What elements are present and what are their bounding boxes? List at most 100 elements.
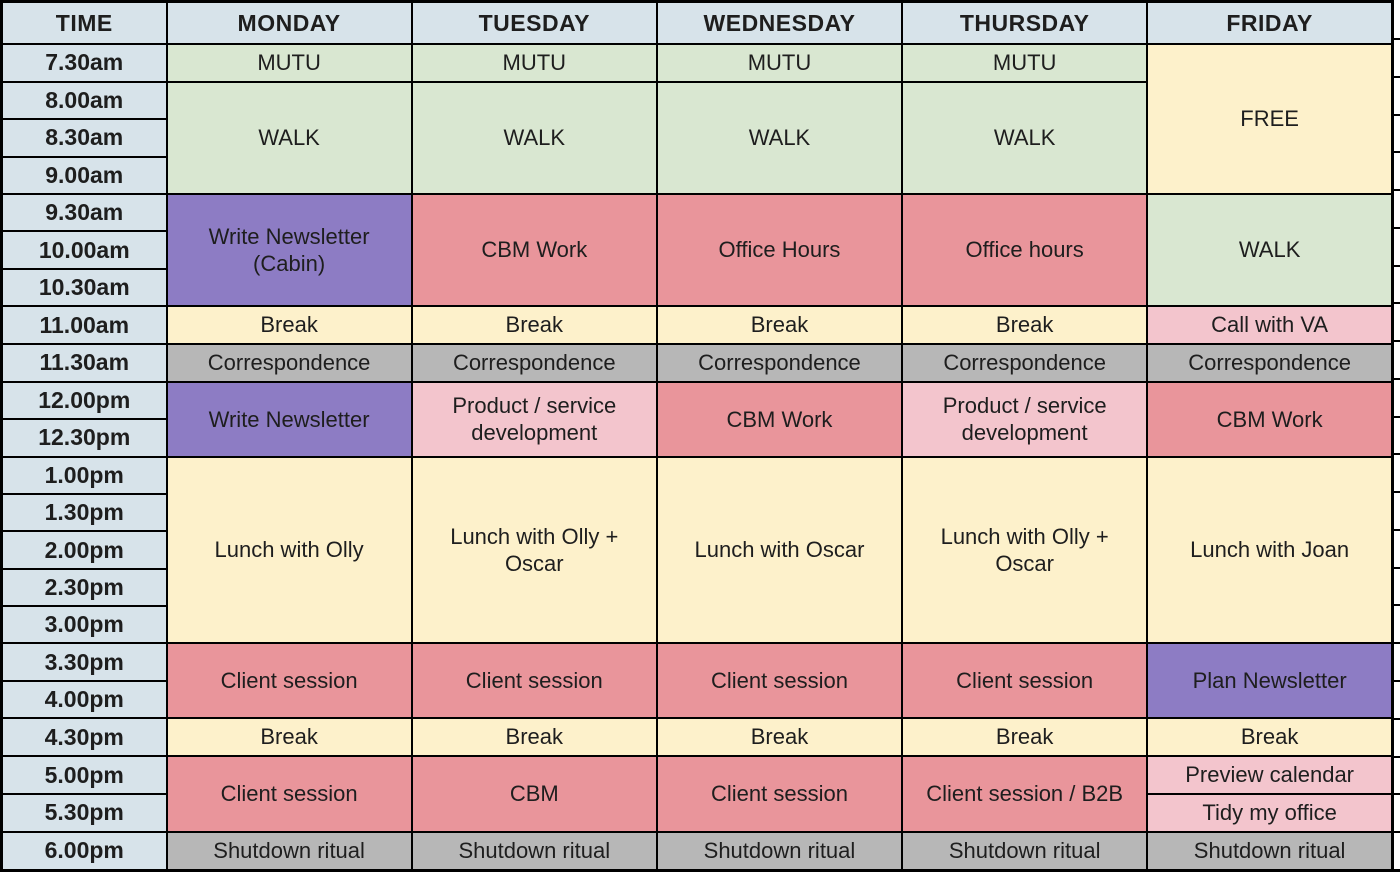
sliver-segment-2.30pm xyxy=(1394,569,1400,607)
cell-monday-11.30am: Correspondence xyxy=(165,343,413,383)
cell-tuesday-6.00pm: Shutdown ritual xyxy=(410,830,658,872)
cell-monday-9.30am: Write Newsletter (Cabin) xyxy=(165,192,413,308)
time-label-9.00am: 9.00am xyxy=(0,155,168,196)
cell-wednesday-11.00am: Break xyxy=(655,305,904,345)
cell-friday-5.00pm: Preview calendar xyxy=(1146,755,1394,795)
cell-tuesday-4.30pm: Break xyxy=(410,717,658,758)
schedule-row-5.00pm: 5.00pm Client session CBM Client session Cli… xyxy=(0,755,1394,833)
sliver-segment-3.00pm xyxy=(1394,606,1400,645)
schedule-row-1.30pm: 1.30pm xyxy=(0,492,1393,533)
schedule-row-12.30pm: 12.30pm xyxy=(0,418,1393,458)
schedule-row-7.30am: 7.30am MUTU MUTU MUTU MUTU FREE xyxy=(0,43,1394,195)
time-label-1.00pm: 1.00pm xyxy=(0,455,168,496)
cell-friday-4.30pm: Break xyxy=(1146,717,1394,758)
sliver-segment-4.30pm xyxy=(1394,720,1400,758)
cutoff-column-sliver xyxy=(1394,0,1400,872)
cell-tuesday-9.30am: CBM Work xyxy=(410,192,658,308)
schedule-row-2.00pm: 2.00pm xyxy=(0,530,1393,570)
cell-monday-3.30pm: Client session xyxy=(165,642,413,720)
cell-monday-8.00am: WALK xyxy=(165,80,413,196)
cell-monday-4.30pm: Break xyxy=(165,717,413,758)
cell-friday-11.00am: Call with VA xyxy=(1146,305,1394,345)
sliver-segment-9.30am xyxy=(1394,191,1400,229)
time-label-5.00pm: 5.00pm xyxy=(0,755,168,795)
time-label-4.00pm: 4.00pm xyxy=(0,679,168,720)
schedule-row-3.30pm: 3.30pm Client session Client session Client… xyxy=(0,642,1394,720)
schedule-row-3.00pm: 3.00pm xyxy=(0,605,1393,645)
sliver-segment-1.00pm xyxy=(1394,455,1400,494)
cell-monday-5.00pm: Client session xyxy=(165,755,413,833)
schedule-row-1.00pm: 1.00pm Lunch with Olly Lunch with Olly + O… xyxy=(0,455,1394,645)
column-header-monday: MONDAY xyxy=(165,0,413,45)
sliver-segment-4.00pm xyxy=(1394,682,1400,720)
cell-tuesday-11.30am: Correspondence xyxy=(410,343,658,383)
sliver-segment-12.00pm xyxy=(1394,380,1400,418)
cell-friday-1.00pm: Lunch with Joan xyxy=(1146,455,1394,645)
time-label-11.00am: 11.00am xyxy=(0,305,168,345)
sliver-segment-11.30am xyxy=(1394,342,1400,380)
cell-friday-6.00pm: Shutdown ritual xyxy=(1146,830,1394,872)
time-label-10.30am: 10.30am xyxy=(0,267,168,308)
time-label-3.00pm: 3.00pm xyxy=(0,605,168,645)
sliver-segment-12.30pm xyxy=(1394,418,1400,456)
schedule-row-11.00am: 11.00am Break Break Break Break Call with VA xyxy=(0,305,1394,345)
cell-wednesday-6.00pm: Shutdown ritual xyxy=(655,830,904,872)
cell-wednesday-12.00pm: CBM Work xyxy=(655,380,904,458)
cell-monday-6.00pm: Shutdown ritual xyxy=(165,830,413,872)
cell-friday-7.30am: FREE xyxy=(1146,43,1394,195)
cell-friday-9.30am: WALK xyxy=(1146,192,1394,308)
cell-thursday-3.30pm: Client session xyxy=(901,642,1149,720)
sliver-segment-7.30am xyxy=(1394,40,1400,78)
cell-wednesday-9.30am: Office Hours xyxy=(655,192,904,308)
cell-wednesday-5.00pm: Client session xyxy=(655,755,904,833)
schedule-row-10.30am: 10.30am xyxy=(0,267,1393,308)
schedule-row-9.30am: 9.30am Write Newsletter (Cabin) CBM Work Of… xyxy=(0,192,1394,308)
cell-tuesday-7.30am: MUTU xyxy=(410,43,658,83)
sliver-segment-2.00pm xyxy=(1394,531,1400,569)
time-label-6.00pm: 6.00pm xyxy=(0,830,168,872)
cell-thursday-9.30am: Office hours xyxy=(901,192,1149,308)
cell-monday-7.30am: MUTU xyxy=(165,43,413,83)
time-label-4.30pm: 4.30pm xyxy=(0,717,168,758)
time-label-7.30am: 7.30am xyxy=(0,43,168,83)
column-header-tuesday: TUESDAY xyxy=(410,0,658,45)
sliver-segment-1.30pm xyxy=(1394,493,1400,531)
schedule-row-4.30pm: 4.30pm Break Break Break Break Break xyxy=(0,717,1394,758)
cell-wednesday-11.30am: Correspondence xyxy=(655,343,904,383)
cell-thursday-5.00pm: Client session / B2B xyxy=(901,755,1149,833)
time-label-10.00am: 10.00am xyxy=(0,230,168,270)
schedule-row-8.30am: 8.30am xyxy=(0,118,1393,158)
cell-wednesday-7.30am: MUTU xyxy=(655,43,904,83)
cell-monday-12.00pm: Write Newsletter xyxy=(165,380,413,458)
sliver-segment-8.30am xyxy=(1394,116,1400,154)
column-header-thursday: THURSDAY xyxy=(901,0,1149,45)
column-header-wednesday: WEDNESDAY xyxy=(655,0,904,45)
schedule-row-10.00am: 10.00am xyxy=(0,230,1393,270)
time-label-9.30am: 9.30am xyxy=(0,192,168,233)
sliver-segment-5.30pm xyxy=(1394,795,1400,834)
time-label-5.30pm: 5.30pm xyxy=(0,793,168,833)
cell-thursday-6.00pm: Shutdown ritual xyxy=(901,830,1149,872)
sliver-segment-5.00pm xyxy=(1394,758,1400,796)
cell-tuesday-11.00am: Break xyxy=(410,305,658,345)
time-label-1.30pm: 1.30pm xyxy=(0,492,168,533)
cell-tuesday-5.00pm: CBM xyxy=(410,755,658,833)
schedule-row-11.30am: 11.30am Correspondence Correspondence Corre… xyxy=(0,343,1394,383)
time-label-2.00pm: 2.00pm xyxy=(0,530,168,570)
cell-friday-11.30am: Correspondence xyxy=(1146,343,1394,383)
cell-thursday-11.30am: Correspondence xyxy=(901,343,1149,383)
sliver-segment-6.00pm xyxy=(1394,833,1400,872)
cell-tuesday-8.00am: WALK xyxy=(410,80,658,196)
cell-monday-1.00pm: Lunch with Olly xyxy=(165,455,413,645)
schedule-row-2.30pm: 2.30pm xyxy=(0,567,1393,608)
cell-thursday-8.00am: WALK xyxy=(901,80,1149,196)
sliver-segment-header xyxy=(1394,0,1400,40)
cell-tuesday-3.30pm: Client session xyxy=(410,642,658,720)
cell-tuesday-12.00pm: Product / service development xyxy=(410,380,658,458)
time-label-3.30pm: 3.30pm xyxy=(0,642,168,682)
cell-wednesday-8.00am: WALK xyxy=(655,80,904,196)
cell-friday-5.30pm: Tidy my office xyxy=(1146,793,1394,833)
time-label-12.00pm: 12.00pm xyxy=(0,380,168,421)
